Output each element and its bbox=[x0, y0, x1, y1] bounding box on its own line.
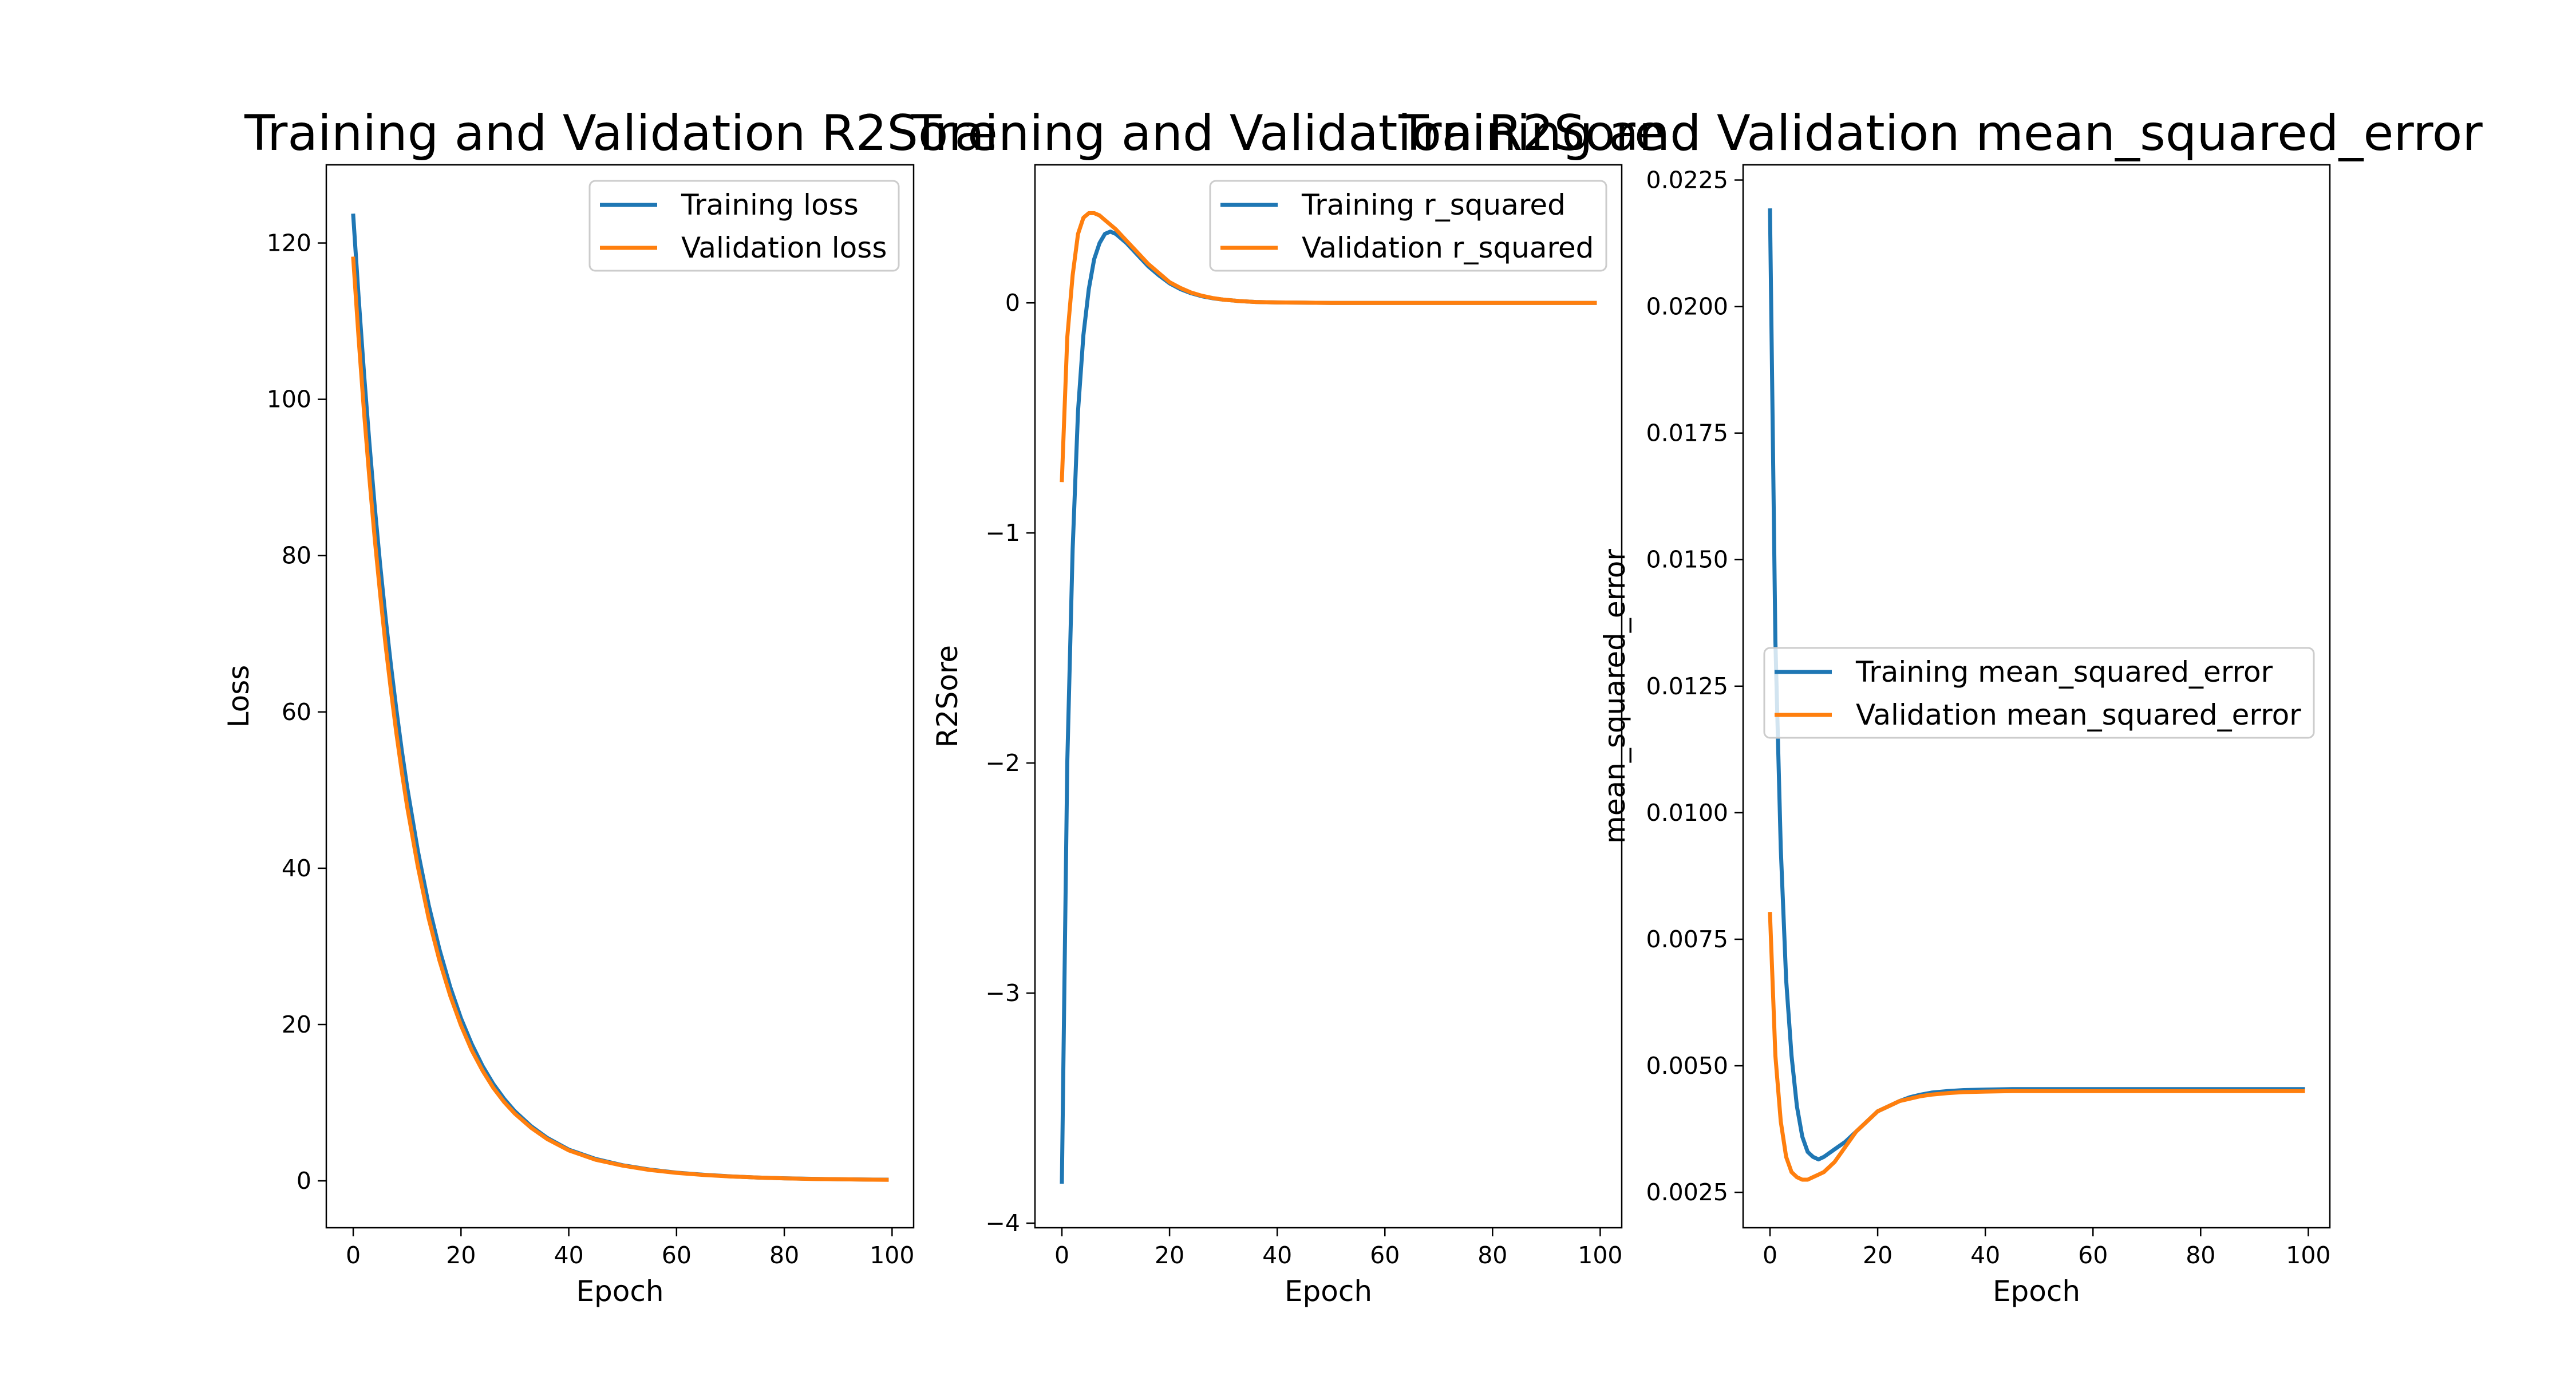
legend-entry-label: Training r_squared bbox=[1301, 188, 1566, 222]
axes-frame bbox=[1034, 164, 1623, 1229]
x-tick-label: 80 bbox=[2186, 1241, 2215, 1269]
y-tick-label: 0.0150 bbox=[1646, 546, 1728, 574]
x-tick-label: 20 bbox=[446, 1241, 476, 1269]
y-tick-label: 0.0225 bbox=[1646, 167, 1728, 194]
y-tick-label: 0.0025 bbox=[1646, 1179, 1728, 1206]
legend-entry-label: Validation mean_squared_error bbox=[1856, 698, 2301, 732]
x-tick-label: 40 bbox=[1262, 1241, 1292, 1269]
y-tick-label: −3 bbox=[986, 979, 1020, 1007]
y-tick-label: −1 bbox=[986, 519, 1020, 547]
x-tick-label: 100 bbox=[2286, 1241, 2330, 1269]
y-tick-label: 0 bbox=[1005, 289, 1020, 317]
y-tick-label: 40 bbox=[282, 855, 311, 882]
y-tick-label: 20 bbox=[282, 1011, 311, 1038]
series-line-validation bbox=[351, 256, 889, 1182]
chart-title: Training and Validation mean_squared_err… bbox=[1398, 105, 2483, 162]
x-tick-label: 0 bbox=[346, 1241, 361, 1269]
legend-entry-label: Training loss bbox=[681, 188, 859, 222]
y-tick-label: 0.0200 bbox=[1646, 293, 1728, 321]
x-axis-label: Epoch bbox=[1993, 1275, 2080, 1308]
series-line-validation bbox=[1768, 912, 2305, 1182]
x-tick-label: 100 bbox=[1578, 1241, 1622, 1269]
legend-box bbox=[1209, 180, 1607, 272]
y-tick-label: −4 bbox=[986, 1209, 1020, 1237]
series-line-validation bbox=[1060, 211, 1597, 483]
y-tick-label: −2 bbox=[986, 749, 1020, 777]
x-tick-label: 60 bbox=[662, 1241, 692, 1269]
axes-frame bbox=[1742, 164, 2331, 1229]
chart-title: Training and Validation R2Sore bbox=[911, 105, 1665, 162]
mean-squared-error-panel: 0 20 40 60 80 100 0.0025 0.0050 0.0075 0.0100 0.01… bbox=[1398, 105, 2483, 1308]
x-tick-label: 80 bbox=[1477, 1241, 1507, 1269]
x-tick-label: 20 bbox=[1155, 1241, 1184, 1269]
y-axis-label: R2Sore bbox=[931, 645, 964, 748]
legend-entry-label: Validation loss bbox=[681, 231, 887, 264]
y-tick-label: 100 bbox=[267, 386, 311, 413]
y-tick-label: 0.0075 bbox=[1646, 926, 1728, 953]
y-tick-label: 0.0125 bbox=[1646, 673, 1728, 700]
chart-title: Training and Validation R2Sore bbox=[244, 105, 998, 162]
y-tick-label: 0.0050 bbox=[1646, 1052, 1728, 1080]
x-tick-label: 0 bbox=[1763, 1241, 1777, 1269]
x-tick-label: 40 bbox=[554, 1241, 583, 1269]
legend-box bbox=[588, 180, 900, 272]
x-tick-label: 40 bbox=[1970, 1241, 2000, 1269]
legend: Training r_squared Validation r_squared bbox=[1209, 180, 1607, 272]
y-axis-label: mean_squared_error bbox=[1598, 549, 1631, 844]
legend-box bbox=[1763, 647, 2315, 739]
x-tick-label: 0 bbox=[1054, 1241, 1069, 1269]
loss-panel: 0 20 40 60 80 100 0 20 40 60 80 100 120 Epoch Loss Trai… bbox=[222, 105, 998, 1308]
legend-entry-label: Training mean_squared_error bbox=[1855, 655, 2273, 689]
x-tick-label: 60 bbox=[1370, 1241, 1400, 1269]
legend: Training loss Validation loss bbox=[588, 180, 900, 272]
y-tick-label: 120 bbox=[267, 230, 311, 257]
y-tick-label: 0.0100 bbox=[1646, 799, 1728, 827]
r2sore-panel: 0 20 40 60 80 100 −4 −3 −2 −1 0 Epoch R2Sore Training… bbox=[911, 105, 1665, 1308]
x-tick-label: 20 bbox=[1863, 1241, 1893, 1269]
y-tick-label: 0 bbox=[297, 1167, 311, 1195]
legend-entry-label: Validation r_squared bbox=[1302, 231, 1594, 264]
y-tick-label: 60 bbox=[282, 698, 311, 726]
x-axis-label: Epoch bbox=[576, 1275, 663, 1308]
x-tick-label: 60 bbox=[2078, 1241, 2108, 1269]
y-tick-label: 0.0175 bbox=[1646, 420, 1728, 447]
x-axis-label: Epoch bbox=[1285, 1275, 1372, 1308]
axes-frame bbox=[325, 164, 915, 1229]
y-axis-label: Loss bbox=[222, 665, 255, 728]
x-tick-label: 80 bbox=[769, 1241, 799, 1269]
legend: Training mean_squared_error Validation me… bbox=[1763, 647, 2315, 739]
y-tick-label: 80 bbox=[282, 542, 311, 570]
x-tick-label: 100 bbox=[870, 1241, 914, 1269]
